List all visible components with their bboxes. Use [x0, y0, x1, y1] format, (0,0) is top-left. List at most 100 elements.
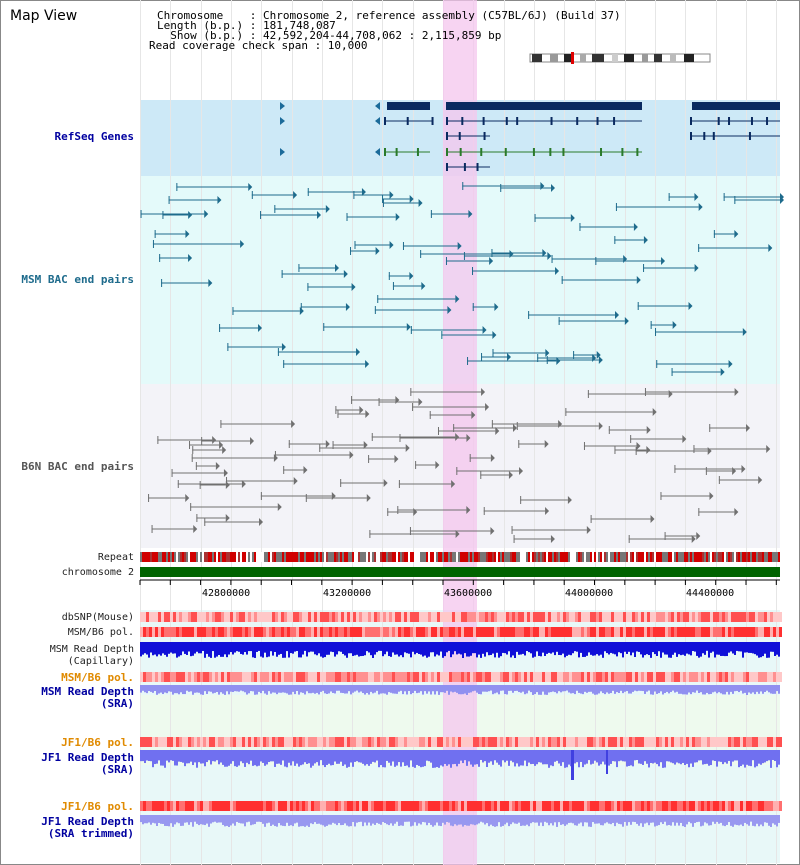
depth-bar — [210, 750, 212, 765]
polymorphism-cell — [716, 737, 719, 747]
polymorphism-cell — [317, 627, 320, 637]
polymorphism-cell — [230, 627, 233, 637]
depth-bar — [546, 750, 548, 765]
b6n-bac-pair-end — [698, 508, 700, 516]
polymorphism-cell — [545, 737, 548, 747]
depth-bar — [614, 750, 616, 762]
polymorphism-cell — [338, 801, 341, 811]
dbsnp-label: dbSNP(Mouse) — [61, 612, 134, 623]
polymorphism-cell — [299, 612, 302, 622]
depth-bar — [624, 815, 626, 822]
polymorphism-cell — [527, 627, 530, 637]
selection-highlight[interactable] — [443, 0, 477, 865]
depth-bar — [290, 685, 292, 695]
depth-bar — [176, 642, 178, 658]
polymorphism-cell — [476, 612, 479, 622]
polymorphism-cell — [731, 801, 734, 811]
depth-bar — [762, 815, 764, 827]
depth-bar — [286, 815, 288, 823]
polymorphism-cell — [539, 672, 542, 682]
polymorphism-cell — [170, 737, 173, 747]
depth-bar — [544, 815, 546, 822]
polymorphism-cell — [173, 672, 176, 682]
polymorphism-cell — [749, 612, 752, 622]
depth-bar — [414, 642, 416, 655]
depth-bar — [520, 642, 522, 655]
b6n-bac-pair-arrow — [696, 532, 701, 540]
depth-bar — [342, 815, 344, 825]
depth-bar — [246, 815, 248, 823]
chromosome-ideogram[interactable] — [528, 52, 714, 64]
msm-bac-pair-arrow — [356, 348, 361, 356]
polymorphism-cell — [701, 627, 704, 637]
depth-bar — [716, 815, 718, 822]
repeat-segment — [460, 552, 462, 562]
polymorphism-cell — [494, 672, 497, 682]
polymorphism-cell — [593, 801, 596, 811]
depth-bar — [168, 750, 170, 763]
depth-bar — [688, 815, 690, 822]
depth-bar — [154, 750, 156, 765]
polymorphism-cell — [302, 612, 305, 622]
msm-bac-pair-end — [655, 328, 657, 336]
depth-bar — [748, 685, 750, 693]
depth-bar — [274, 642, 276, 652]
b6n-bac-pair-arrow — [495, 427, 500, 435]
polymorphism-cell — [755, 801, 758, 811]
repeat-segment — [760, 552, 762, 562]
polymorphism-cell — [584, 801, 587, 811]
depth-bar — [620, 750, 622, 761]
msm-bac-pair-arrow — [542, 249, 547, 257]
repeat-segment — [206, 552, 208, 562]
grid-line — [625, 0, 626, 865]
strand-arrow — [280, 148, 285, 156]
depth-bar — [688, 642, 690, 655]
depth-bar — [512, 642, 514, 656]
polymorphism-cell — [302, 801, 305, 811]
polymorphism-cell — [308, 737, 311, 747]
depth-bar — [254, 642, 256, 658]
polymorphism-cell — [395, 672, 398, 682]
polymorphism-cell — [152, 627, 155, 637]
depth-bar — [156, 750, 158, 764]
polymorphism-cell — [446, 612, 449, 622]
repeat-segment — [648, 552, 650, 562]
b6n-bac-pair-end — [469, 454, 471, 462]
polymorphism-cell — [719, 627, 722, 637]
depth-bar — [538, 642, 540, 656]
exon — [600, 148, 603, 156]
polymorphism-cell — [704, 801, 707, 811]
polymorphism-cell — [620, 612, 623, 622]
repeat-segment — [700, 552, 702, 562]
msm-bac-pair-end — [534, 214, 536, 222]
polymorphism-cell — [359, 737, 362, 747]
polymorphism-cell — [401, 801, 404, 811]
depth-bar — [752, 750, 754, 761]
depth-bar — [482, 642, 484, 654]
depth-bar — [208, 642, 210, 657]
repeat-segment — [572, 552, 574, 562]
repeat-segment — [626, 552, 628, 562]
polymorphism-cell — [200, 801, 203, 811]
polymorphism-cell — [200, 672, 203, 682]
b6n-bac-pair-arrow — [668, 390, 673, 398]
depth-bar — [644, 815, 646, 824]
exon — [416, 148, 419, 156]
polymorphism-cell — [350, 672, 353, 682]
strand-arrow — [375, 117, 380, 125]
depth-bar — [398, 642, 400, 657]
polymorphism-cell — [293, 801, 296, 811]
depth-bar — [690, 642, 692, 656]
depth-bar — [328, 685, 330, 694]
msm-bac-pair-arrow — [345, 303, 350, 311]
depth-bar — [714, 642, 716, 658]
depth-bar — [348, 642, 350, 654]
polymorphism-cell — [581, 612, 584, 622]
polymorphism-cell — [167, 612, 170, 622]
depth-bar — [248, 750, 250, 765]
depth-bar — [516, 815, 518, 824]
depth-bar — [238, 815, 240, 823]
repeat-segment — [436, 552, 438, 562]
repeat-segment — [524, 552, 526, 562]
